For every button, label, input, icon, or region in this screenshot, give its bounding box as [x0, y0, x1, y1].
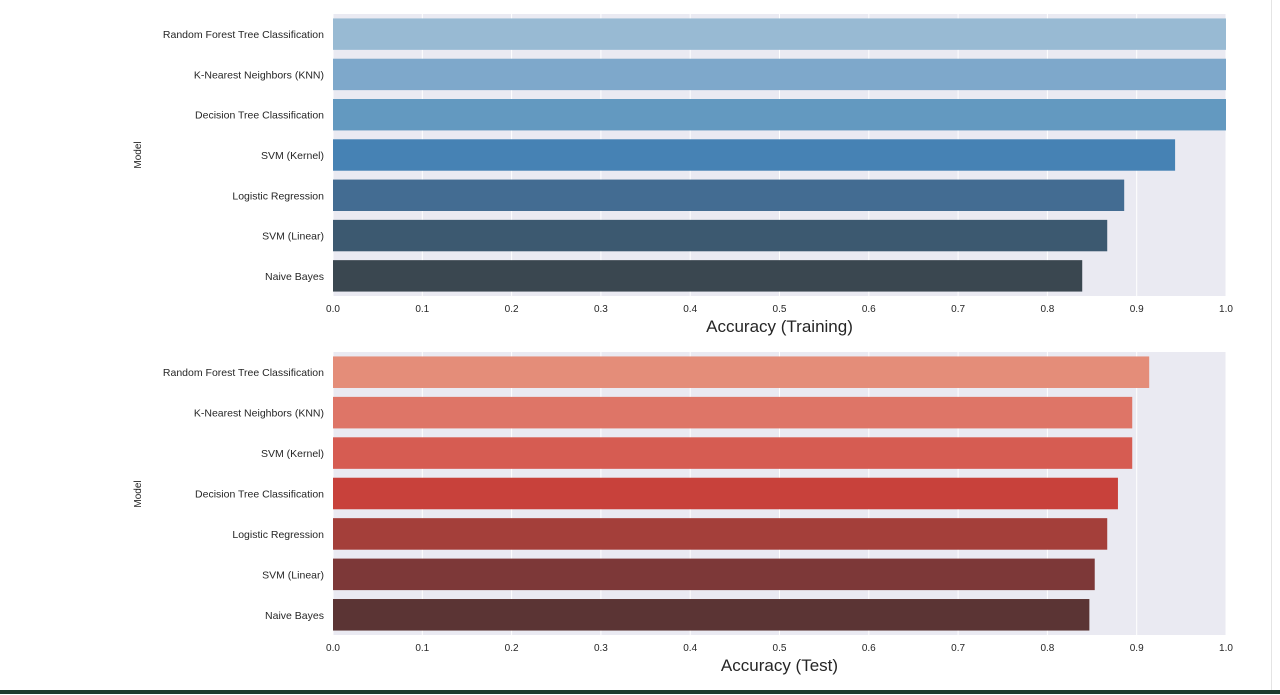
y-tick-label: Decision Tree Classification	[195, 489, 324, 501]
x-tick-label: 0.7	[951, 304, 965, 315]
bar	[333, 219, 1108, 252]
y-tick-label: K-Nearest Neighbors (KNN)	[194, 69, 324, 81]
y-axis-label: Model	[133, 480, 144, 507]
bar	[333, 599, 1090, 631]
bar	[333, 518, 1108, 550]
bar	[333, 18, 1226, 50]
x-axis-label: Accuracy (Training)	[706, 317, 853, 336]
chart-panel-2: Random Forest Tree Classification K-Neare…	[133, 352, 1233, 675]
x-tick-label: 0.5	[773, 643, 787, 654]
y-tick-label: K-Nearest Neighbors (KNN)	[194, 408, 324, 420]
bar	[333, 477, 1118, 510]
bar	[333, 437, 1133, 469]
y-tick-label: Logistic Regression	[232, 190, 324, 202]
y-tick-label: Naive Bayes	[265, 610, 324, 622]
x-tick-label: 0.0	[326, 643, 340, 654]
x-tick-label: 0.6	[862, 643, 876, 654]
bar	[333, 356, 1150, 388]
y-tick-label: SVM (Kernel)	[261, 150, 324, 162]
bar	[333, 58, 1226, 91]
bar	[333, 139, 1176, 171]
chart-panel-1: Random Forest Tree Classification K-Neare…	[133, 14, 1233, 336]
x-tick-label: 0.9	[1130, 643, 1144, 654]
x-tick-label: 0.1	[415, 643, 429, 654]
y-tick-label: Random Forest Tree Classification	[163, 29, 324, 41]
y-tick-label: Naive Bayes	[265, 271, 324, 283]
y-tick-label: Decision Tree Classification	[195, 110, 324, 122]
x-tick-label: 0.8	[1040, 304, 1054, 315]
x-tick-label: 0.9	[1130, 304, 1144, 315]
x-tick-label: 0.6	[862, 304, 876, 315]
x-tick-label: 1.0	[1219, 643, 1233, 654]
bar	[333, 558, 1095, 591]
bar	[333, 99, 1226, 131]
y-tick-label: SVM (Kernel)	[261, 448, 324, 460]
x-tick-label: 0.3	[594, 643, 608, 654]
y-tick-label: Logistic Regression	[232, 529, 324, 541]
y-tick-label: SVM (Linear)	[262, 231, 324, 243]
x-tick-label: 0.2	[505, 304, 519, 315]
x-tick-label: 0.0	[326, 304, 340, 315]
bar	[333, 260, 1083, 292]
x-tick-label: 0.3	[594, 304, 608, 315]
right-edge-divider	[1271, 0, 1272, 690]
x-tick-label: 1.0	[1219, 304, 1233, 315]
x-tick-label: 0.4	[683, 304, 697, 315]
bar	[333, 396, 1133, 429]
bottom-status-bar	[0, 690, 1280, 694]
x-tick-label: 0.5	[773, 304, 787, 315]
y-tick-label: SVM (Linear)	[262, 569, 324, 581]
y-tick-label: Random Forest Tree Classification	[163, 367, 324, 379]
y-axis-label: Model	[133, 141, 144, 168]
x-tick-label: 0.7	[951, 643, 965, 654]
x-tick-label: 0.4	[683, 643, 697, 654]
x-tick-label: 0.1	[415, 304, 429, 315]
x-axis-label: Accuracy (Test)	[721, 656, 838, 675]
bar	[333, 179, 1125, 211]
x-tick-label: 0.2	[505, 643, 519, 654]
x-tick-label: 0.8	[1040, 643, 1054, 654]
